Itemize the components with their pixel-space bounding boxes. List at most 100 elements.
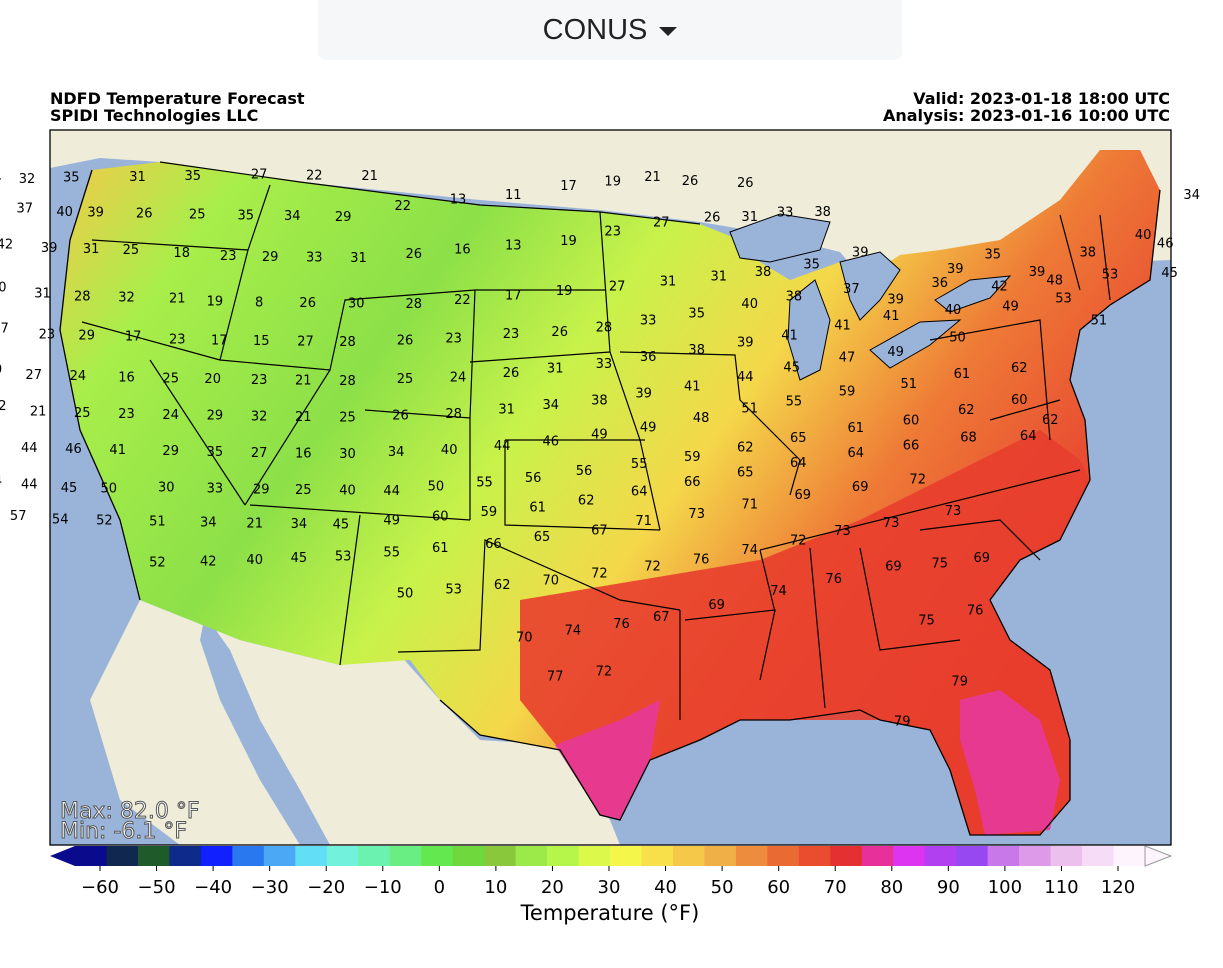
temp-value: 29: [335, 210, 352, 225]
temp-value: 27: [653, 215, 670, 230]
temp-value: 45: [61, 481, 78, 496]
temp-value: 35: [207, 445, 224, 460]
valid-time: Valid: 2023-01-18 18:00 UTC: [913, 89, 1170, 108]
temp-value: 31: [660, 275, 677, 290]
temp-value: 76: [967, 604, 984, 619]
colorbar-tick-label: 90: [937, 877, 960, 898]
temp-value: 34: [200, 516, 217, 531]
temp-value: 60: [1011, 393, 1028, 408]
temp-value: 66: [684, 475, 701, 490]
temp-value: 44: [21, 478, 38, 493]
temp-value: 51: [741, 402, 758, 417]
temp-value: 65: [534, 530, 551, 545]
temp-value: 26: [392, 409, 409, 424]
temp-value: 39: [635, 386, 652, 401]
temp-value: 26: [704, 211, 721, 226]
temperature-values: 4346413235313527222142374039262535342922…: [0, 168, 1200, 730]
temp-value: 26: [737, 176, 754, 191]
temp-value: 17: [211, 333, 228, 348]
colorbar-swatch: [75, 846, 107, 866]
analysis-time: Analysis: 2023-01-16 10:00 UTC: [882, 106, 1170, 125]
temp-value: 22: [306, 168, 323, 183]
temp-value: 45: [291, 551, 308, 566]
temp-value: 46: [65, 442, 82, 457]
temp-value: 52: [96, 514, 113, 529]
temp-value: 37: [0, 322, 9, 337]
temp-value: 34: [284, 209, 301, 224]
map-title: NDFD Temperature Forecast: [50, 89, 305, 108]
temp-value: 24: [450, 370, 467, 385]
temp-value: 31: [350, 251, 367, 266]
colorbar-swatch: [547, 846, 579, 866]
temp-value: 38: [591, 393, 608, 408]
max-stat: Max: 82.0 °F: [60, 799, 200, 824]
colorbar-tick-label: 30: [598, 877, 621, 898]
colorbar-tick-label: −40: [194, 877, 232, 898]
temp-value: 28: [445, 407, 462, 422]
temp-value: 19: [556, 284, 573, 299]
temp-value: 28: [339, 335, 356, 350]
temp-value: 40: [0, 281, 7, 296]
temp-value: 57: [10, 509, 27, 524]
temp-value: 67: [591, 523, 608, 538]
colorbar-ticks: −60 −50 −40 −30 −20 −10 0 10 20 30 40 50 60 70 80 90 100…: [81, 866, 1135, 898]
colorbar: [50, 845, 1173, 867]
temp-value: 37: [843, 282, 860, 297]
region-selector-label: CONUS: [542, 13, 648, 46]
temp-value: 44: [383, 484, 400, 499]
colorbar-swatch: [924, 846, 957, 866]
temp-value: 53: [1102, 268, 1119, 283]
temp-value: 55: [786, 394, 803, 409]
temp-value: 8: [255, 295, 263, 310]
colorbar-tick-label: 10: [484, 877, 507, 898]
temp-value: 41: [883, 309, 900, 324]
colorbar-swatch: [1082, 846, 1114, 866]
temp-value: 25: [295, 483, 312, 498]
temp-value: 70: [543, 574, 560, 589]
temp-value: 75: [932, 557, 949, 572]
temp-value: 27: [251, 446, 268, 461]
temp-value: 35: [688, 306, 705, 321]
colorbar-tick-label: 20: [541, 877, 564, 898]
temp-value: 28: [74, 290, 91, 305]
temp-value: 29: [262, 250, 279, 265]
temp-value: 41: [834, 319, 851, 334]
temp-value: 77: [547, 669, 564, 684]
temp-value: 21: [169, 292, 186, 307]
temp-value: 27: [297, 335, 314, 350]
temp-value: 79: [894, 714, 911, 729]
colorbar-swatch: [389, 846, 422, 866]
min-stat: Min: -6.1 °F: [60, 819, 187, 844]
temp-value: 45: [1161, 266, 1178, 281]
temp-value: 74: [741, 543, 758, 558]
temp-value: 31: [711, 270, 728, 285]
temp-value: 39: [887, 293, 904, 308]
temp-value: 64: [790, 456, 807, 471]
colorbar-tick-label: −10: [364, 877, 402, 898]
coastline: [59, 169, 1161, 836]
temp-value: 21: [644, 170, 661, 185]
temp-value: 62: [578, 494, 595, 509]
temp-value: 62: [958, 403, 975, 418]
temp-value: 28: [406, 297, 423, 312]
temp-value: 53: [335, 550, 352, 565]
temp-value: 19: [604, 175, 621, 190]
temp-value: 75: [918, 614, 935, 629]
temp-value: 26: [406, 247, 423, 262]
temp-value: 51: [901, 377, 918, 392]
temp-value: 45: [333, 518, 350, 533]
temp-value: 17: [125, 330, 142, 345]
temp-value: 25: [189, 208, 206, 223]
temp-value: 71: [741, 498, 758, 513]
temp-value: 35: [985, 248, 1002, 263]
temp-value: 69: [885, 560, 902, 575]
temp-value: 66: [903, 438, 920, 453]
temp-value: 61: [954, 367, 971, 382]
colorbar-tick-label: 110: [1044, 877, 1078, 898]
temp-value: 72: [591, 567, 608, 582]
colorbar-arrow-min: [50, 846, 75, 866]
region-selector[interactable]: CONUS: [318, 0, 902, 60]
temp-value: 73: [834, 524, 851, 539]
temp-value: 24: [162, 408, 179, 423]
temp-value: 19: [560, 234, 577, 249]
